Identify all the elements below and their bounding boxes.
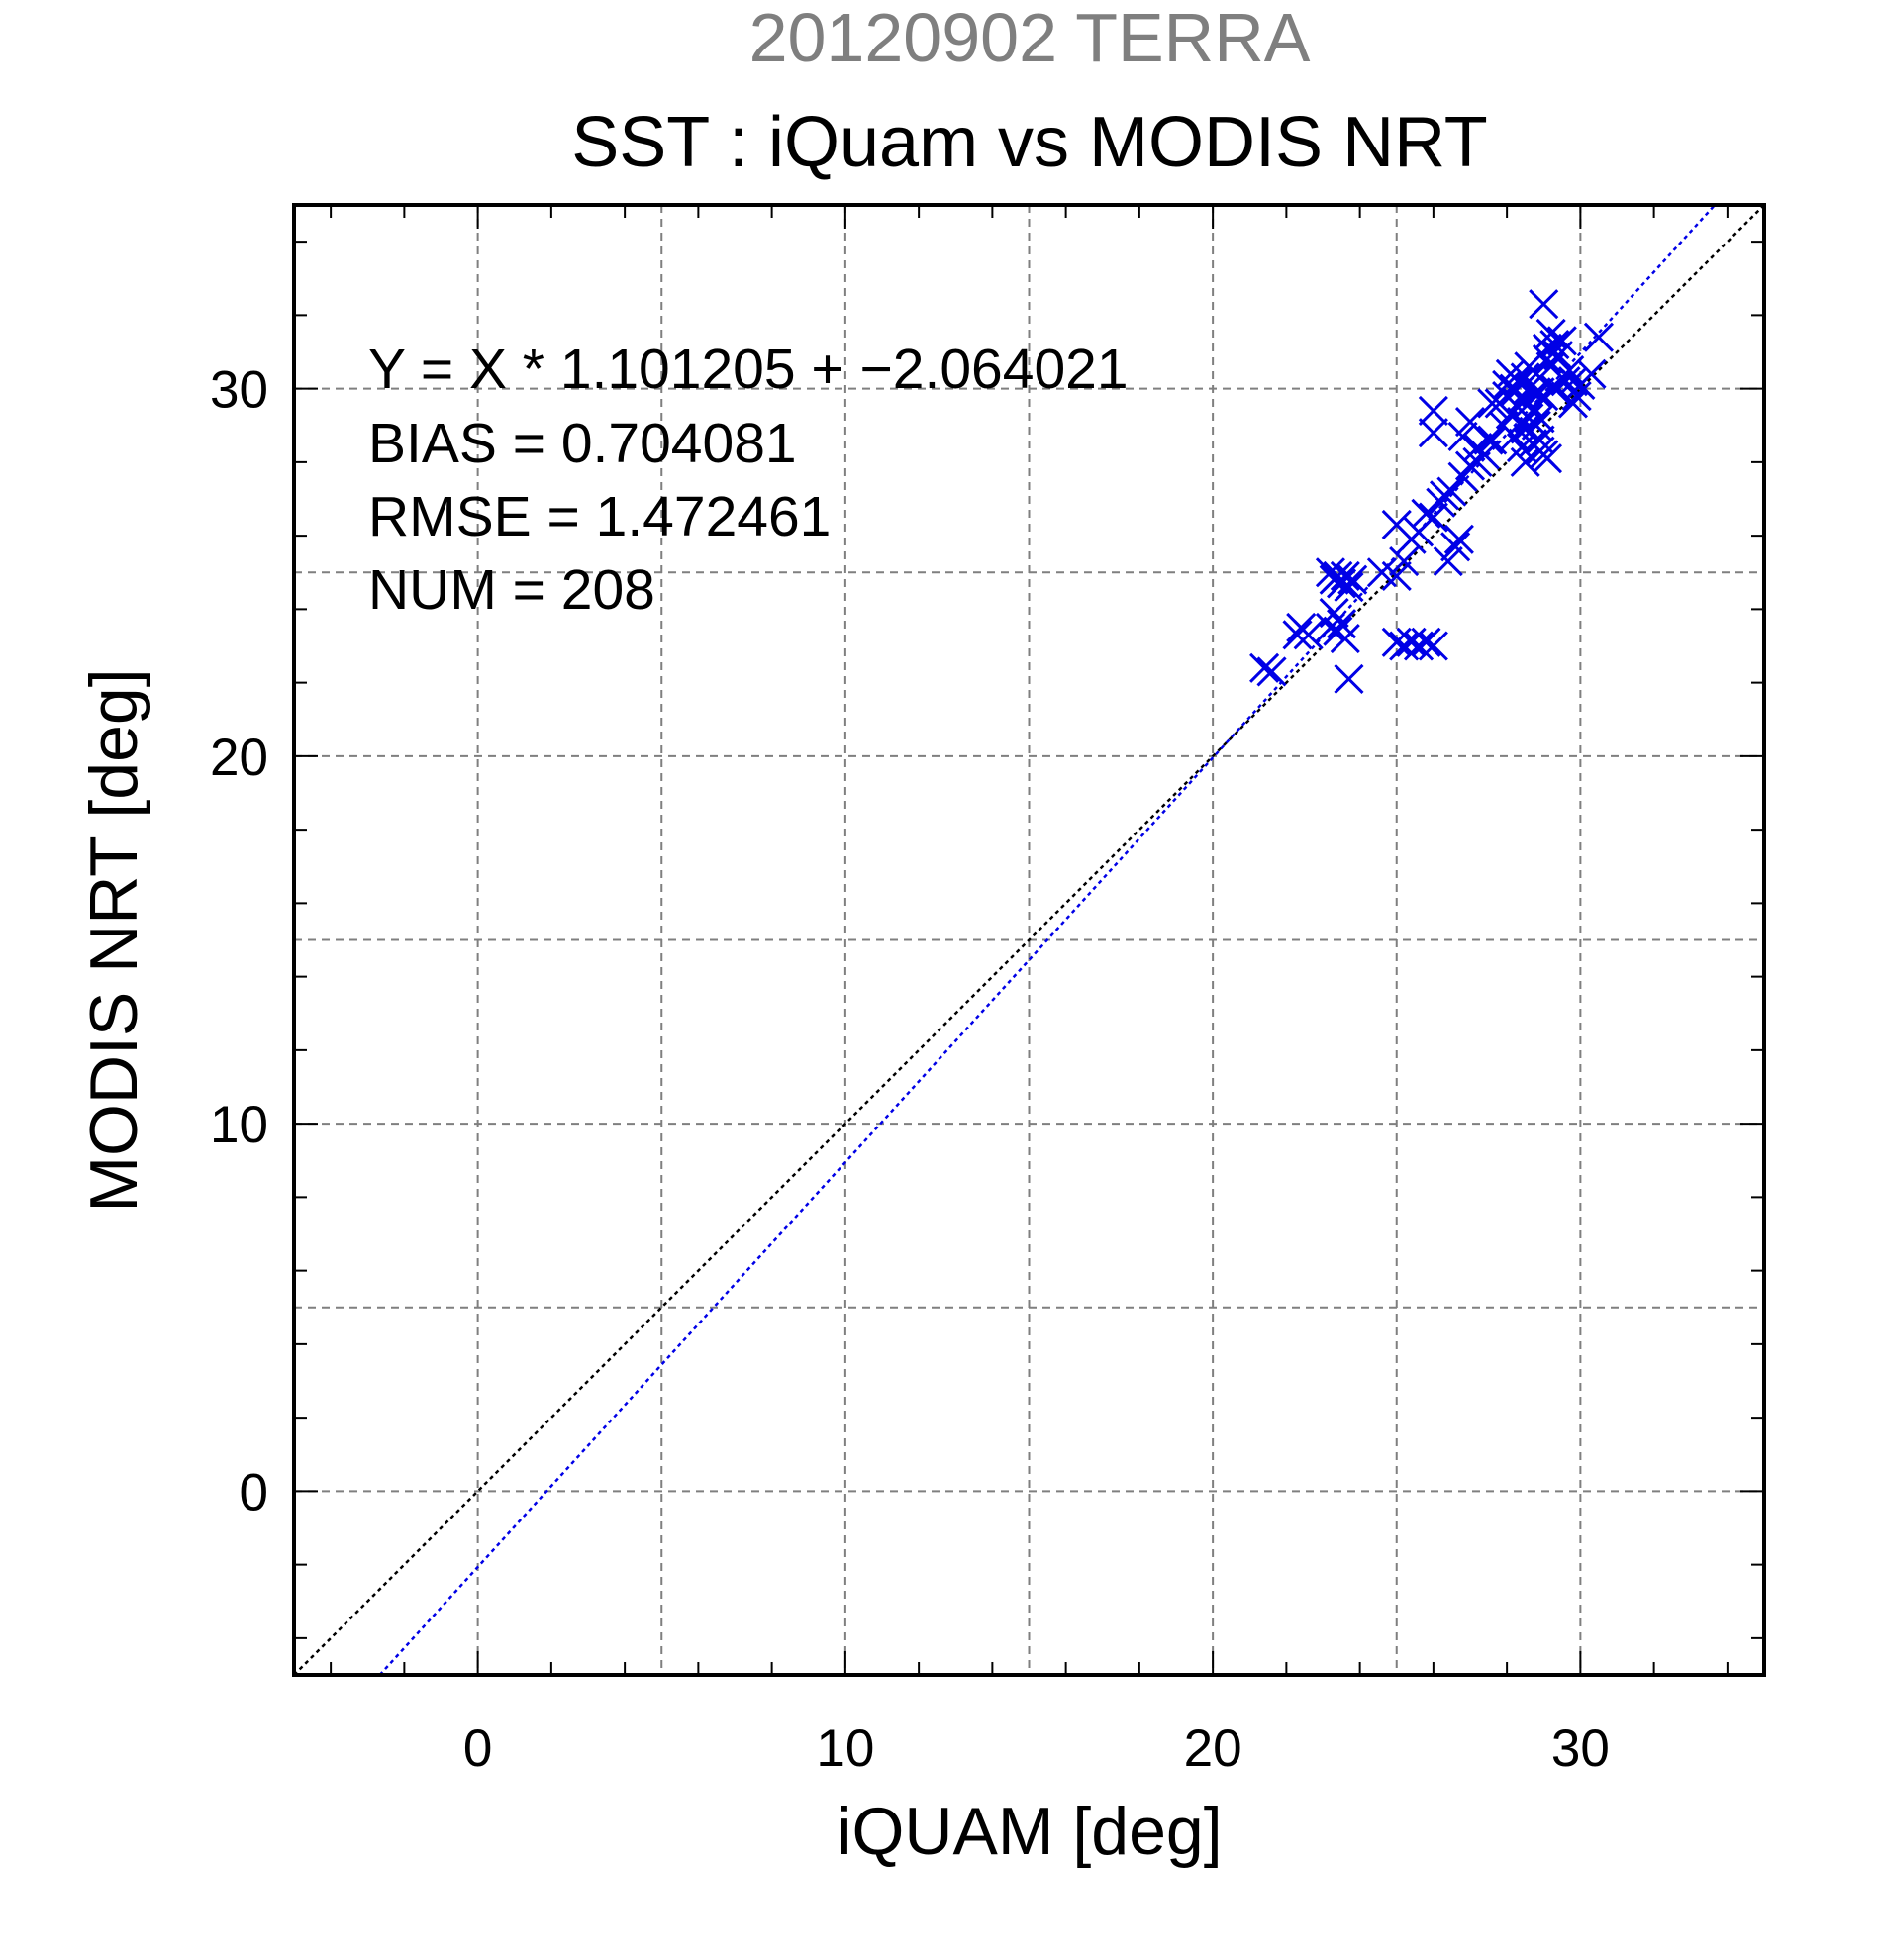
x-tick-label: 0 [463,1719,492,1778]
data-point-x-marker [1411,627,1441,657]
y-tick-label: 0 [240,1463,268,1521]
data-point-x-marker [1546,326,1577,356]
stats-line-bias: BIAS = 0.704081 [368,412,797,475]
data-point-x-marker [1532,343,1563,374]
data-point-x-marker [1282,620,1313,650]
y-axis-label: MODIS NRT [deg] [76,668,151,1212]
data-point-x-marker [1557,388,1589,419]
data-point-x-marker [1473,425,1504,455]
data-point-x-marker [1418,502,1448,533]
data-point-x-marker [1454,450,1486,481]
data-point-x-marker [1539,330,1570,360]
x-tick-label: 30 [1551,1719,1610,1778]
x-axis-label: iQUAM [deg] [837,1794,1222,1869]
data-point-x-marker [1389,546,1420,577]
y-tick-label: 30 [210,361,268,420]
data-point-x-marker [1330,624,1360,654]
data-point-x-marker [1418,418,1448,448]
data-point-x-marker [1510,414,1540,444]
stats-box: Y = X * 1.101205 + −2.064021 BIAS = 0.70… [368,338,1129,622]
data-point-x-marker [1514,403,1544,434]
data-point-x-marker [1256,656,1287,687]
data-point-x-marker [1433,546,1463,577]
data-point-x-marker [1440,532,1471,562]
data-point-x-marker [1403,631,1435,661]
data-point-x-marker [1514,351,1544,382]
y-tick-label: 10 [210,1096,268,1154]
data-point-x-marker [1447,421,1478,451]
data-point-x-marker [1443,524,1474,554]
data-point-x-marker [1583,322,1615,352]
x-tick-label: 20 [1184,1719,1242,1778]
data-point-x-marker [1525,377,1555,408]
data-point-x-marker [1418,631,1448,661]
axis-ticks [294,205,1764,1675]
data-point-x-marker [1315,612,1345,642]
data-point-x-marker [1381,560,1412,592]
chart-supertitle: 20120902 TERRA [749,0,1311,76]
data-points [1249,289,1615,694]
x-tick-label: 10 [816,1719,874,1778]
tick-labels: 0 10 20 30 0 10 20 30 [210,361,1610,1778]
chart-title: SST : iQuam vs MODIS NRT [571,103,1488,182]
fit-line [378,204,1717,1676]
stats-line-fit: Y = X * 1.101205 + −2.064021 [368,338,1129,401]
identity-line [293,204,1765,1676]
stats-line-num: NUM = 208 [368,558,655,622]
data-point-x-marker [1293,620,1324,650]
data-point-x-marker [1436,476,1467,507]
data-point-x-marker [1561,380,1592,412]
plot-frame [292,203,1766,1677]
data-point-x-marker [1418,395,1448,426]
data-point-x-marker [1529,289,1559,320]
data-point-x-marker [1334,572,1364,603]
data-point-x-marker [1330,560,1360,592]
stats-line-rmse: RMSE = 1.472461 [368,485,831,548]
data-point-x-marker [1326,568,1357,599]
reference-lines [293,204,1765,1676]
data-point-x-marker [1576,358,1607,389]
data-point-x-marker [1334,663,1364,694]
y-tick-label: 20 [210,729,268,787]
data-point-x-marker [1499,373,1530,404]
data-point-x-marker [1249,652,1280,683]
data-point-x-marker [1337,564,1368,595]
data-point-x-marker [1506,432,1537,463]
data-point-x-marker [1477,388,1508,419]
